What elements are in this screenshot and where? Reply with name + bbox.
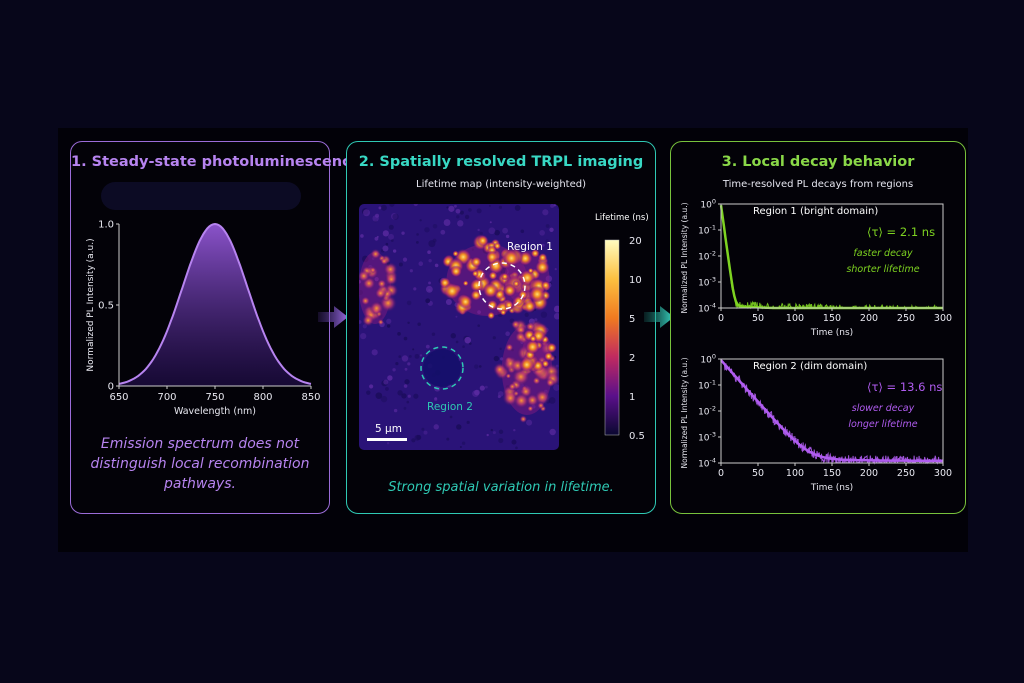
y-tick-label: 10-1	[698, 224, 716, 237]
panel-steady-state-pl: 1. Steady-state photoluminescence 650 700…	[70, 141, 361, 514]
colorbar-title: Lifetime (ns)	[595, 213, 649, 223]
pl-spectrum-chart: 650 700 750 800 850 0 0.5 1.0 Wavelength (nm) Nor…	[86, 220, 321, 418]
y-tick-label: 0.5	[98, 301, 114, 312]
x-tick-label: 50	[752, 468, 764, 479]
x-tick-label: 700	[157, 392, 176, 403]
decay-note: faster decay	[853, 248, 913, 259]
y-tick-label: 10-3	[698, 431, 716, 444]
decay-chart-region2: 0 50 100 150 200 250 300 100 10-1 10-2 10-3 10-4 Tim…	[680, 353, 952, 494]
lifetime-note: shorter lifetime	[846, 264, 919, 275]
lifetime-note: longer lifetime	[848, 419, 917, 430]
y-axis-label: Normalized PL Intensity (a.u.)	[680, 202, 689, 313]
x-tick-label: 200	[860, 468, 878, 479]
panel2-caption: Strong spatial variation in lifetime.	[388, 480, 614, 495]
region1-label: Region 1	[507, 241, 553, 253]
x-tick-label: 50	[752, 313, 764, 324]
panel3-title: 3. Local decay behavior	[721, 154, 915, 170]
y-tick-label: 100	[700, 198, 716, 211]
x-axis-label: Time (ns)	[810, 483, 853, 493]
x-axis-label: Time (ns)	[810, 328, 853, 338]
colorbar	[604, 239, 620, 436]
y-axis-label: Normalized PL Intensity (a.u.)	[680, 357, 689, 468]
region1-circle	[478, 262, 526, 310]
x-tick-label: 0	[718, 468, 724, 479]
region2-label: Region 2	[427, 401, 473, 413]
y-tick-label: 10-4	[698, 457, 716, 470]
y-axis-label: Normalized PL Intensity (a.u.)	[86, 238, 96, 371]
colorbar-tick-label: 0.5	[629, 431, 645, 442]
y-tick-label: 10-2	[698, 405, 716, 418]
arrow-right-icon	[318, 306, 348, 328]
arrow-right-icon	[644, 306, 674, 328]
blurred-label-bar	[101, 182, 301, 210]
colorbar-tick-label: 2	[629, 353, 635, 364]
colorbar-tick-label: 5	[629, 314, 635, 325]
x-tick-label: 300	[934, 313, 952, 324]
colorbar-tick-label: 20	[629, 236, 642, 247]
region-label: Region 2 (dim domain)	[753, 361, 867, 372]
x-tick-label: 650	[109, 392, 128, 403]
y-tick-label: 10-4	[698, 302, 716, 315]
tau-value: ⟨τ⟩ = 2.1 ns	[867, 225, 935, 239]
x-tick-label: 150	[823, 468, 841, 479]
x-tick-label: 0	[718, 313, 724, 324]
x-tick-label: 250	[897, 468, 915, 479]
panel2-subtitle: Lifetime map (intensity-weighted)	[416, 179, 586, 190]
scale-bar-label: 5 μm	[375, 423, 402, 435]
panel-trpl-imaging: 2. Spatially resolved TRPL imaging Lifet…	[346, 141, 656, 514]
lifetime-map-image	[359, 204, 559, 450]
x-tick-label: 850	[301, 392, 320, 403]
y-tick-label: 1.0	[98, 220, 114, 231]
x-tick-label: 750	[205, 392, 224, 403]
y-tick-label: 10-3	[698, 276, 716, 289]
region-label: Region 1 (bright domain)	[753, 206, 878, 217]
panel1-caption: Emission spectrum does not distinguish l…	[90, 436, 310, 492]
y-tick-label: 10-2	[698, 250, 716, 263]
panel3-subtitle: Time-resolved PL decays from regions	[722, 179, 914, 190]
panel2-title: 2. Spatially resolved TRPL imaging	[358, 154, 644, 170]
tau-value: ⟨τ⟩ = 13.6 ns	[867, 380, 942, 394]
x-tick-label: 800	[253, 392, 272, 403]
x-tick-label: 100	[786, 468, 804, 479]
spectrum-line	[118, 222, 312, 385]
x-tick-label: 250	[897, 313, 915, 324]
scale-bar	[367, 438, 407, 441]
x-tick-label: 150	[823, 313, 841, 324]
spectrum-fill	[119, 224, 311, 386]
decay-chart-region1: 0 50 100 150 200 250 300 100 10-1 10-2 10-3 10-4 Tim…	[680, 198, 952, 339]
region2-circle	[420, 346, 464, 390]
decay-fit-line	[720, 359, 943, 463]
lifetime-map: Region 1 Region 2 5 μm Lifetime (ns) 20 1…	[359, 204, 649, 450]
colorbar-tick-label: 10	[629, 275, 642, 286]
x-axis-label: Wavelength (nm)	[174, 406, 256, 417]
x-tick-label: 100	[786, 313, 804, 324]
panel-local-decay: 3. Local decay behavior Time-resolved PL…	[670, 141, 966, 514]
panel1-title: 1. Steady-state photoluminescence	[71, 154, 361, 170]
colorbar-tick-label: 1	[629, 392, 635, 403]
y-tick-label: 100	[700, 353, 716, 366]
x-tick-label: 200	[860, 313, 878, 324]
y-tick-label: 10-1	[698, 379, 716, 392]
y-tick-label: 0	[108, 382, 114, 393]
x-tick-label: 300	[934, 468, 952, 479]
decay-note: slower decay	[852, 403, 915, 414]
